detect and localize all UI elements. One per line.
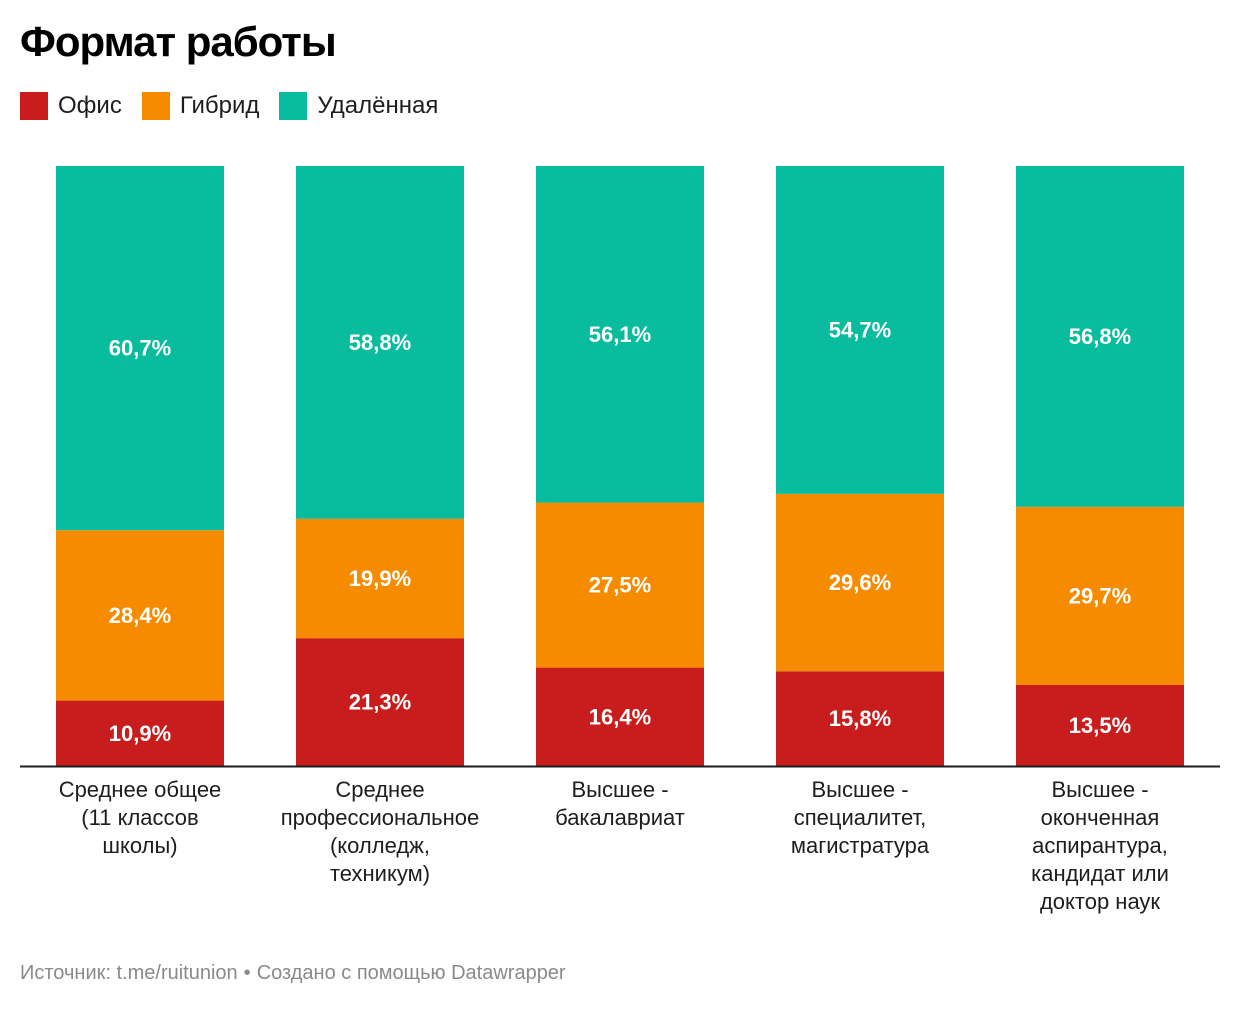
legend: Офис Гибрид Удалённая [20, 92, 458, 120]
legend-swatch-remote [279, 92, 308, 120]
x-tick-label-4: Высшее - специалитет, магистратура [790, 777, 930, 858]
bar-segment-hybrid-2 [296, 518, 464, 639]
bar-segment-remote-4 [776, 166, 944, 494]
bar-segment-hybrid-3 [536, 502, 704, 668]
footer-source: Источник: t.me/ruitunion [20, 962, 238, 984]
data-label-hybrid-1: 28,4% [109, 603, 171, 628]
data-label-remote-1: 60,7% [109, 336, 171, 361]
footer-credit: Создано с помощью Datawrapper [256, 962, 566, 984]
legend-swatch-office [20, 92, 48, 120]
data-label-remote-5: 56,8% [1069, 324, 1131, 349]
x-tick-label-2: Среднее профессиональное (колледж, техникум… [280, 777, 480, 886]
chart-title: Формат работы [20, 18, 337, 65]
data-label-remote-4: 54,7% [829, 317, 891, 342]
bar-segment-office-4 [776, 671, 944, 766]
data-label-hybrid-4: 29,6% [829, 570, 891, 595]
legend-label-office: Офис [58, 92, 122, 119]
bar-segment-office-5 [1016, 685, 1184, 766]
bar-segment-hybrid-5 [1016, 506, 1184, 685]
stacked-bar-chart: 10,9% 28,4% 60,7% 21,3% 19,9% 58,8% 16,4% 27,5%… [20, 166, 1220, 768]
data-label-hybrid-2: 19,9% [349, 566, 411, 591]
bar-segment-remote-3 [536, 166, 704, 503]
bar-segment-office-2 [296, 638, 464, 766]
bar-segment-remote-5 [1016, 166, 1184, 507]
legend-item-hybrid: Гибрид [141, 92, 260, 120]
bar-segment-hybrid-4 [776, 493, 944, 672]
data-label-office-1: 10,9% [109, 721, 171, 746]
data-label-remote-3: 56,1% [589, 322, 651, 347]
data-label-office-3: 16,4% [589, 704, 651, 729]
data-label-hybrid-3: 27,5% [589, 573, 651, 598]
bar-segment-office-1 [56, 700, 224, 766]
legend-item-office: Офис [20, 92, 122, 120]
data-label-office-5: 13,5% [1069, 713, 1131, 738]
legend-label-hybrid: Гибрид [179, 92, 260, 119]
bar-segment-remote-2 [296, 166, 464, 519]
data-label-remote-2: 58,8% [349, 330, 411, 355]
footer-separator: • [243, 962, 251, 984]
bar-segment-remote-1 [56, 166, 224, 531]
x-tick-label-1: Среднее общее (11 классов школы) [58, 777, 222, 858]
bar-segment-hybrid-1 [56, 530, 224, 701]
data-label-hybrid-5: 29,7% [1069, 583, 1131, 608]
legend-item-remote: Удалённая [279, 92, 438, 120]
x-tick-label-5: Высшее - оконченная аспирантура, кандидат и… [1031, 777, 1169, 914]
x-tick-label-3: Высшее - бакалавриат [555, 777, 685, 830]
data-label-office-4: 15,8% [829, 706, 891, 731]
legend-swatch-hybrid [141, 92, 170, 120]
footer: Источник: t.me/ruitunion • Создано с помощ… [20, 962, 566, 985]
bar-segment-office-3 [536, 667, 704, 766]
legend-label-remote: Удалённая [317, 92, 439, 119]
data-label-office-2: 21,3% [349, 690, 411, 715]
